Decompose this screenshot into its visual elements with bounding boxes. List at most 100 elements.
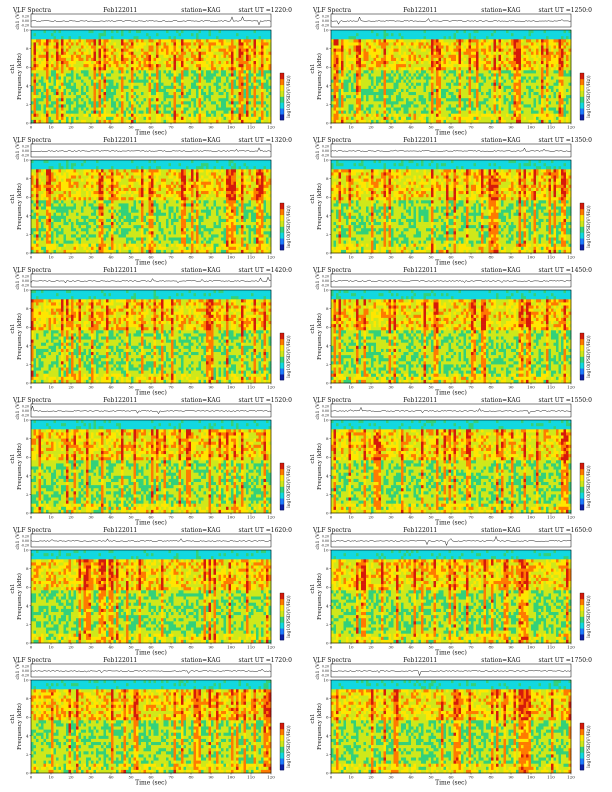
psd-cell: [178, 107, 182, 111]
psd-cell: [468, 48, 472, 52]
psd-cell: [176, 61, 179, 65]
psd-cell: [201, 119, 204, 124]
psd-cell: [498, 51, 502, 56]
psd-cell: [158, 119, 162, 124]
psd-cell: [148, 116, 152, 121]
psd-cell: [221, 119, 224, 124]
psd-cell: [361, 113, 364, 118]
psd-cell: [223, 42, 227, 46]
psd-cell: [38, 85, 42, 90]
psd-cell: [366, 101, 369, 105]
psd-cell: [473, 61, 477, 65]
psd-cell: [391, 92, 394, 96]
psd-cell: [183, 36, 187, 40]
psd-cell: [241, 54, 244, 59]
psd-cell: [441, 95, 444, 99]
psd-cell: [93, 70, 97, 74]
psd-cell: [233, 116, 237, 121]
psd-cell: [381, 39, 384, 43]
psd-cell: [98, 57, 102, 62]
psd-cell: [266, 79, 269, 83]
psd-cell: [151, 101, 154, 105]
psd-cell: [426, 42, 429, 46]
psd-cell: [201, 95, 204, 99]
psd-cell: [78, 116, 82, 121]
psd-cell: [348, 107, 352, 111]
psd-cell: [58, 54, 62, 59]
psd-cell: [426, 64, 429, 68]
psd-cell: [448, 39, 452, 43]
psd-cell: [108, 48, 112, 52]
psd-cell: [41, 61, 44, 65]
psd-cell: [178, 61, 182, 65]
psd-cell: [143, 85, 147, 90]
psd-cell: [166, 64, 169, 68]
psd-cell: [121, 88, 124, 93]
psd-cell: [121, 107, 124, 111]
psd-cell: [238, 39, 242, 43]
psd-cell: [356, 95, 359, 99]
psd-cell: [136, 51, 139, 56]
psd-cell: [56, 33, 59, 37]
psd-cell: [473, 48, 477, 52]
psd-cell: [123, 54, 127, 59]
psd-cell: [201, 110, 204, 114]
psd-cell: [343, 39, 347, 43]
psd-cell: [473, 107, 477, 111]
psd-cell: [136, 95, 139, 99]
psd-cell: [171, 79, 174, 83]
psd-cell: [406, 67, 409, 71]
psd-cell: [398, 45, 402, 49]
psd-cell: [178, 73, 182, 77]
psd-cell: [266, 119, 269, 124]
psd-cell: [333, 113, 337, 118]
psd-cell: [346, 82, 349, 87]
psd-cell: [126, 98, 129, 102]
psd-cell: [56, 76, 59, 80]
psd-cell: [103, 45, 107, 49]
psd-cell: [401, 42, 404, 46]
psd-cell: [146, 39, 149, 43]
psd-cell: [88, 45, 92, 49]
psd-cell: [183, 76, 187, 80]
psd-cell: [228, 42, 232, 46]
psd-cell: [243, 42, 247, 46]
psd-cell: [88, 73, 92, 77]
psd-cell: [488, 42, 492, 46]
psd-cell: [106, 33, 109, 37]
psd-cell: [346, 116, 349, 121]
psd-cell: [116, 104, 119, 108]
psd-cell: [378, 76, 382, 80]
psd-cell: [476, 110, 479, 114]
psd-cell: [353, 98, 357, 102]
psd-cell: [153, 119, 157, 124]
psd-cell: [211, 79, 214, 83]
psd-cell: [193, 61, 197, 65]
psd-cell: [463, 113, 467, 118]
trace-ylabel: ch1 (V): [314, 11, 321, 29]
psd-cell: [428, 95, 432, 99]
psd-cell: [251, 76, 254, 80]
psd-cell: [223, 54, 227, 59]
psd-cell: [231, 79, 234, 83]
psd-cell: [498, 88, 502, 93]
psd-cell: [393, 76, 397, 80]
psd-cell: [403, 70, 407, 74]
psd-cell: [121, 76, 124, 80]
psd-cell: [411, 54, 414, 59]
psd-cell: [416, 76, 419, 80]
psd-cell: [188, 110, 192, 114]
psd-cell: [401, 54, 404, 59]
psd-cell: [101, 92, 104, 96]
psd-cell: [53, 110, 57, 114]
psd-cell: [146, 85, 149, 90]
psd-cell: [191, 79, 194, 83]
psd-cell: [118, 104, 122, 108]
psd-cell: [68, 95, 72, 99]
psd-cell: [493, 85, 497, 90]
psd-cell: [371, 67, 374, 71]
psd-cell: [31, 36, 34, 40]
psd-cell: [461, 57, 464, 62]
psd-cell: [73, 42, 77, 46]
psd-cell: [206, 85, 209, 90]
